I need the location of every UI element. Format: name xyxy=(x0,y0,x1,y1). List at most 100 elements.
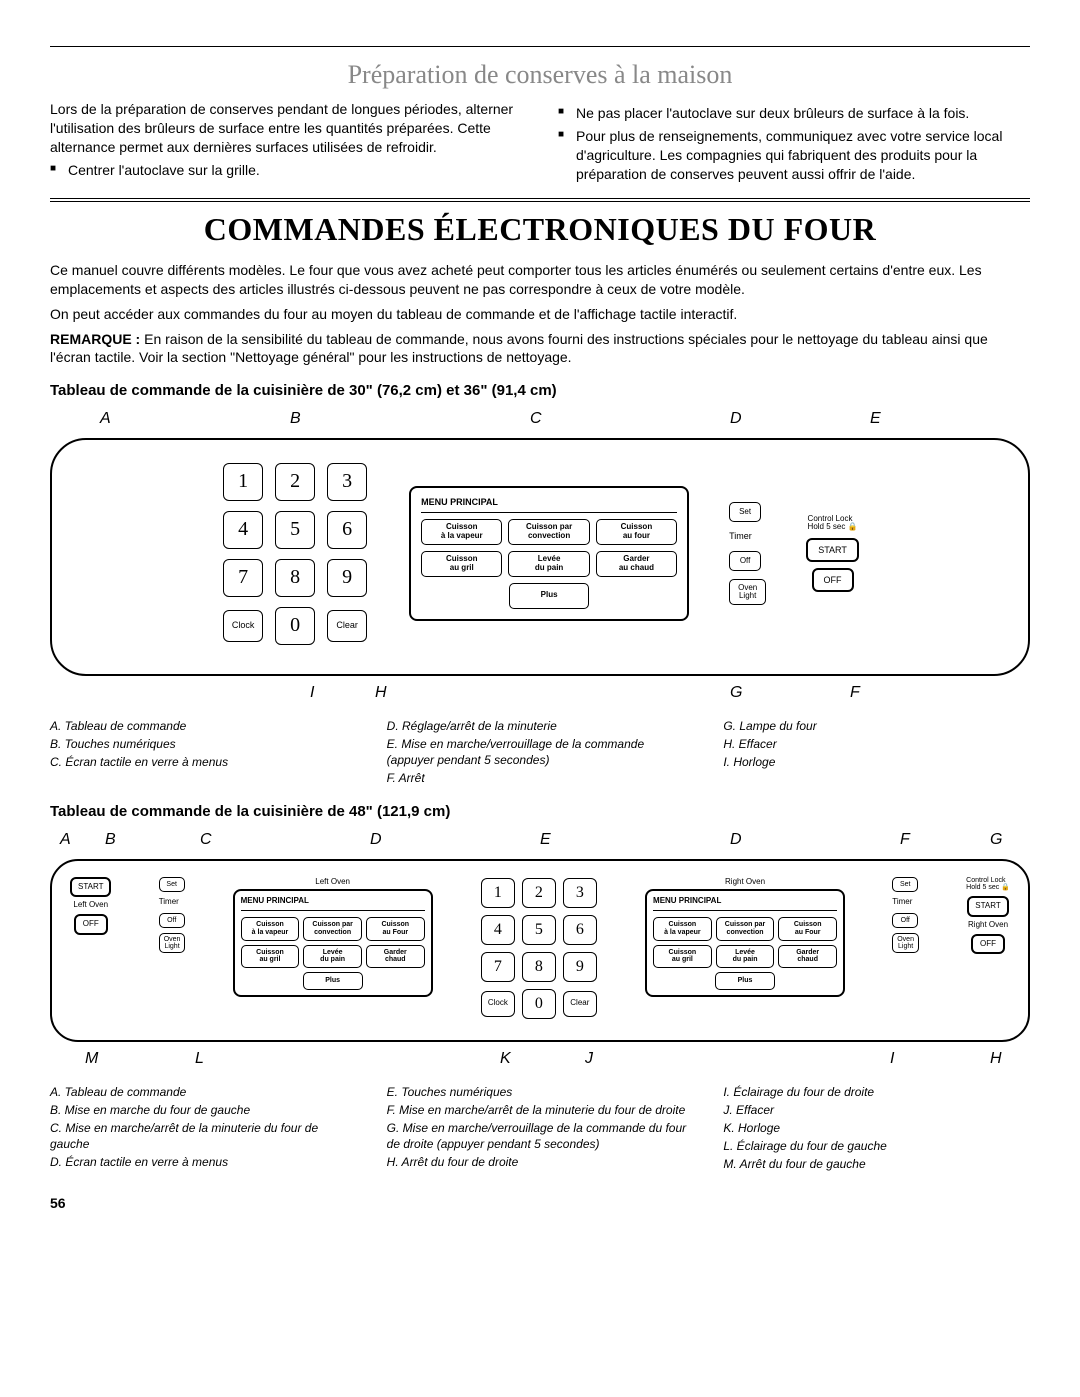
ts48r-gril[interactable]: Cuissonau gril xyxy=(653,945,712,968)
ts-btn-convection[interactable]: Cuisson parconvection xyxy=(508,519,589,545)
key-clear[interactable]: Clear xyxy=(327,610,367,642)
k48-1[interactable]: 1 xyxy=(481,878,515,908)
btn-off[interactable]: OFF xyxy=(812,568,854,592)
page-number: 56 xyxy=(50,1194,1030,1213)
k48-clear[interactable]: Clear xyxy=(563,991,597,1017)
callout48-k: K xyxy=(500,1048,511,1070)
ts-btn-garder[interactable]: Garderau chaud xyxy=(596,551,677,577)
legend-i: I. Horloge xyxy=(723,754,1030,770)
btn-right-start[interactable]: START xyxy=(967,896,1008,917)
btn-right-oven-light[interactable]: OvenLight xyxy=(892,933,919,953)
k48-2[interactable]: 2 xyxy=(522,878,556,908)
key-8[interactable]: 8 xyxy=(275,559,315,597)
key-clock[interactable]: Clock xyxy=(223,610,263,642)
callout48-h: H xyxy=(990,1048,1002,1070)
divider-double xyxy=(50,198,1030,202)
btn-right-set[interactable]: Set xyxy=(892,877,918,892)
legend48-i: I. Éclairage du four de droite xyxy=(723,1084,1030,1100)
ts-btn-gril[interactable]: Cuissonau gril xyxy=(421,551,502,577)
key-3[interactable]: 3 xyxy=(327,463,367,501)
conserves-right-col: Ne pas placer l'autoclave sur deux brûle… xyxy=(558,100,1030,188)
btn-oven-light[interactable]: OvenLight xyxy=(729,579,766,605)
panel30-top-callouts: A B C D E xyxy=(50,408,1030,432)
k48-9[interactable]: 9 xyxy=(563,952,597,982)
panel48-body: START Left Oven OFF Set Timer Off OvenLi… xyxy=(66,873,1014,1024)
control-lock-label-48: Control Lock Hold 5 sec 🔒 xyxy=(966,877,1010,892)
legend48-j: J. Effacer xyxy=(723,1102,1030,1118)
callout-c: C xyxy=(530,408,542,430)
btn-right-timer-off[interactable]: Off xyxy=(892,913,918,928)
k48-3[interactable]: 3 xyxy=(563,878,597,908)
legend48-a: A. Tableau de commande xyxy=(50,1084,357,1100)
btn-right-off[interactable]: OFF xyxy=(971,934,1005,955)
key-7[interactable]: 7 xyxy=(223,559,263,597)
btn-left-start[interactable]: START xyxy=(70,877,111,898)
k48-8[interactable]: 8 xyxy=(522,952,556,982)
btn-set[interactable]: Set xyxy=(729,502,761,523)
label-timer: Timer xyxy=(729,530,752,542)
k48-5[interactable]: 5 xyxy=(522,915,556,945)
key-5[interactable]: 5 xyxy=(275,511,315,549)
conserves-columns: Lors de la préparation de conserves pend… xyxy=(50,100,1030,188)
ts48l-grid: Cuissonà la vapeur Cuisson parconvection… xyxy=(241,917,425,968)
commandes-remarque: REMARQUE : En raison de la sensibilité d… xyxy=(50,330,1030,368)
section-title-conserves: Préparation de conserves à la maison xyxy=(50,57,1030,92)
ts48r-plus[interactable]: Plus xyxy=(715,972,775,990)
k48-7[interactable]: 7 xyxy=(481,952,515,982)
callout-d: D xyxy=(730,408,742,430)
ts48l-gril[interactable]: Cuissonau gril xyxy=(241,945,300,968)
touchscreen-30[interactable]: MENU PRINCIPAL Cuissonà la vapeur Cuisso… xyxy=(409,486,689,620)
btn-left-set[interactable]: Set xyxy=(159,877,185,892)
ts48l-vapeur[interactable]: Cuissonà la vapeur xyxy=(241,917,300,940)
callout48-g: G xyxy=(990,829,1002,851)
ts48r-vapeur[interactable]: Cuissonà la vapeur xyxy=(653,917,712,940)
panel48-outline: START Left Oven OFF Set Timer Off OvenLi… xyxy=(50,859,1030,1042)
legend30-col2: D. Réglage/arrêt de la minuterie E. Mise… xyxy=(387,716,694,789)
btn-left-timer-off[interactable]: Off xyxy=(159,913,185,928)
key-6[interactable]: 6 xyxy=(327,511,367,549)
callout48-d2: D xyxy=(730,829,742,851)
legend48-f: F. Mise en marche/arrêt de la minuterie … xyxy=(387,1102,694,1118)
key-4[interactable]: 4 xyxy=(223,511,263,549)
ts-btn-vapeur[interactable]: Cuissonà la vapeur xyxy=(421,519,502,545)
ts48l-four[interactable]: Cuissonau Four xyxy=(366,917,425,940)
remarque-text: En raison de la sensibilité du tableau d… xyxy=(50,331,988,366)
left-oven-title: Left Oven xyxy=(233,877,433,888)
commandes-para1: Ce manuel couvre différents modèles. Le … xyxy=(50,261,1030,299)
ts-btn-plus[interactable]: Plus xyxy=(509,583,589,609)
callout48-m: M xyxy=(85,1048,98,1070)
ts48r-levee[interactable]: Levéedu pain xyxy=(716,945,775,968)
legend-b: B. Touches numériques xyxy=(50,736,357,752)
commandes-para2: On peut accéder aux commandes du four au… xyxy=(50,305,1030,324)
ts48r-convection[interactable]: Cuisson parconvection xyxy=(716,917,775,940)
btn-left-off[interactable]: OFF xyxy=(74,914,108,935)
k48-4[interactable]: 4 xyxy=(481,915,515,945)
k48-clock[interactable]: Clock xyxy=(481,991,515,1017)
touchscreen-48-right[interactable]: MENU PRINCIPAL Cuissonà la vapeur Cuisso… xyxy=(645,889,845,997)
k48-6[interactable]: 6 xyxy=(563,915,597,945)
ts48r-header: MENU PRINCIPAL xyxy=(653,896,837,911)
panel48-bottom-callouts: M L K J I H xyxy=(50,1048,1030,1072)
key-0[interactable]: 0 xyxy=(275,607,315,645)
btn-timer-off[interactable]: Off xyxy=(729,551,761,572)
btn-left-oven-light[interactable]: OvenLight xyxy=(159,933,186,953)
btn-start[interactable]: START xyxy=(806,538,859,562)
ts48l-plus[interactable]: Plus xyxy=(303,972,363,990)
ts48l-garder[interactable]: Garderchaud xyxy=(366,945,425,968)
key-1[interactable]: 1 xyxy=(223,463,263,501)
ts48r-garder[interactable]: Garderchaud xyxy=(778,945,837,968)
callout48-c: C xyxy=(200,829,212,851)
touchscreen-48-left[interactable]: MENU PRINCIPAL Cuissonà la vapeur Cuisso… xyxy=(233,889,433,997)
ts48l-header: MENU PRINCIPAL xyxy=(241,896,425,911)
ts48l-levee[interactable]: Levéedu pain xyxy=(303,945,362,968)
ts48l-convection[interactable]: Cuisson parconvection xyxy=(303,917,362,940)
ts-btn-levee[interactable]: Levéedu pain xyxy=(508,551,589,577)
k48-0[interactable]: 0 xyxy=(522,989,556,1019)
key-9[interactable]: 9 xyxy=(327,559,367,597)
ts48r-four[interactable]: Cuissonau Four xyxy=(778,917,837,940)
key-2[interactable]: 2 xyxy=(275,463,315,501)
ts48l-plus-row: Plus xyxy=(241,972,425,990)
ts-btn-four[interactable]: Cuissonau four xyxy=(596,519,677,545)
label-right-oven: Right Oven xyxy=(968,921,1008,930)
right-oven-title: Right Oven xyxy=(645,877,845,888)
